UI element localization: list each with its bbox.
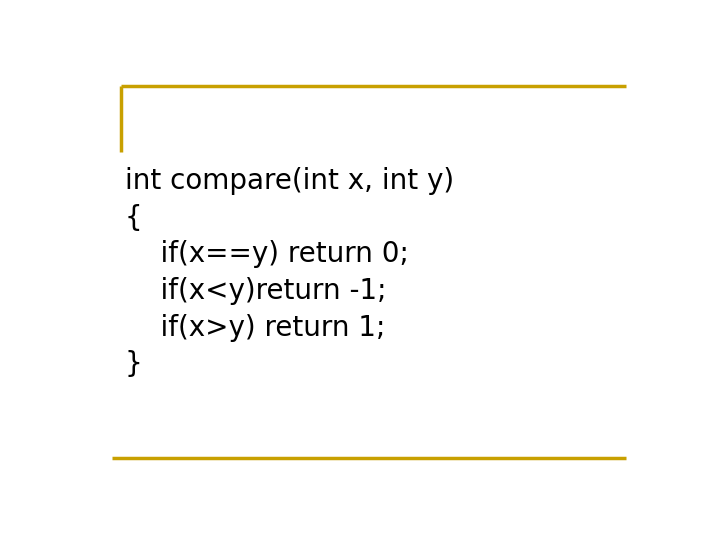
- Text: if(x==y) return 0;: if(x==y) return 0;: [125, 240, 408, 268]
- Text: {: {: [125, 204, 143, 232]
- Text: if(x<y)return -1;: if(x<y)return -1;: [125, 277, 386, 305]
- Text: int compare(int x, int y): int compare(int x, int y): [125, 167, 454, 195]
- Text: }: }: [125, 350, 143, 378]
- Text: if(x>y) return 1;: if(x>y) return 1;: [125, 314, 385, 342]
